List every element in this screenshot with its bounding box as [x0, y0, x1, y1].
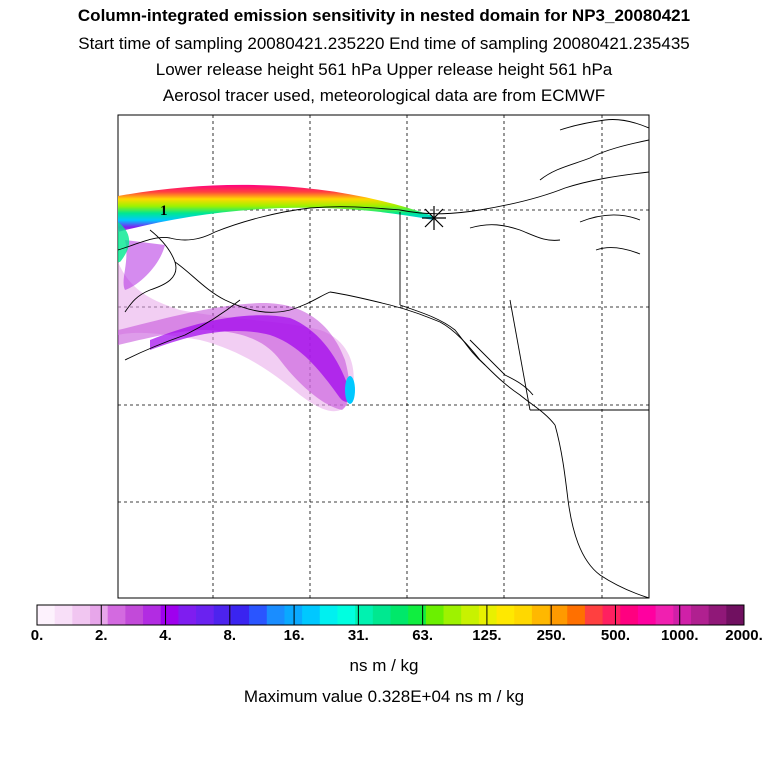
colorbar-tick-label: 8.	[223, 627, 237, 644]
colorbar-cell	[673, 605, 692, 625]
colorbar-units: ns m / kg	[349, 656, 419, 675]
colorbar-cell	[372, 605, 391, 625]
colorbar-cell	[620, 605, 639, 625]
colorbar-cell	[655, 605, 674, 625]
colorbar-cell	[266, 605, 285, 625]
colorbar-tick-label: 63.	[412, 627, 434, 644]
colorbar-cell	[531, 605, 551, 625]
sampling-time-line: Start time of sampling 20080421.235220 E…	[78, 34, 690, 53]
plume-label: 1	[160, 203, 168, 219]
colorbar-cell	[690, 605, 710, 625]
colorbar-cell	[319, 605, 338, 625]
colorbar-tick-label: 4.	[159, 627, 172, 644]
colorbar-cell	[708, 605, 727, 625]
colorbar-cell	[584, 605, 604, 625]
colorbar-cell	[125, 605, 144, 625]
colorbar-cell	[637, 605, 657, 625]
colorbar-cell	[337, 605, 356, 625]
colorbar-tick-label: 1000.	[660, 627, 699, 644]
colorbar-cell	[478, 605, 498, 625]
star-asterisk-icon	[422, 206, 446, 230]
colorbar-cell	[90, 605, 109, 625]
sensitivity-plume	[118, 184, 433, 412]
colorbar-cell	[54, 605, 73, 625]
release-height-line: Lower release height 561 hPa Upper relea…	[155, 60, 613, 79]
colorbar-cell	[284, 605, 303, 625]
colorbar-cell	[567, 605, 586, 625]
colorbar-cell	[355, 605, 374, 625]
colorbar-cell	[602, 605, 621, 625]
tracer-info-line: Aerosol tracer used, meteorological data…	[162, 86, 606, 105]
colorbar-cell	[160, 605, 179, 625]
colorbar-cell	[213, 605, 232, 625]
colorbar-cell	[514, 605, 533, 625]
colorbar-cell	[549, 605, 568, 625]
title-line-1: Column-integrated emission sensitivity i…	[77, 6, 691, 25]
colorbar-cell	[726, 605, 745, 625]
colorbar-cell	[249, 605, 268, 625]
colorbar-cell	[443, 605, 462, 625]
colorbar-tick-label: 250.	[536, 627, 566, 644]
colorbar-tick-label: 500.	[600, 627, 631, 644]
colorbar-cell	[231, 605, 250, 625]
colorbar-tick-label: 0.	[30, 627, 44, 644]
colorbar-cell	[72, 605, 91, 625]
colorbar-cell	[425, 605, 445, 625]
colorbar-cell	[408, 605, 427, 625]
colorbar-cell	[390, 605, 409, 625]
colorbar-tick-label: 2.	[95, 627, 108, 644]
maximum-value-text: Maximum value 0.328E+04 ns m / kg	[243, 687, 525, 706]
colorbar-tick-label: 125.	[472, 627, 502, 644]
coastlines	[118, 119, 649, 598]
colorbar-tick-label: 31.	[347, 627, 369, 644]
colorbar-cell	[37, 605, 56, 625]
colorbar-cell	[461, 605, 480, 625]
colorbar-tick-label: 16.	[283, 627, 305, 644]
colorbar-tick-label: 2000.	[725, 627, 763, 644]
colorbar-cell	[143, 605, 162, 625]
colorbar-cell	[496, 605, 515, 625]
colorbar-cell	[178, 605, 197, 625]
borders	[399, 212, 649, 411]
colorbar-cell	[107, 605, 126, 625]
colorbar-cell	[302, 605, 321, 625]
colorbar-cell	[196, 605, 215, 625]
